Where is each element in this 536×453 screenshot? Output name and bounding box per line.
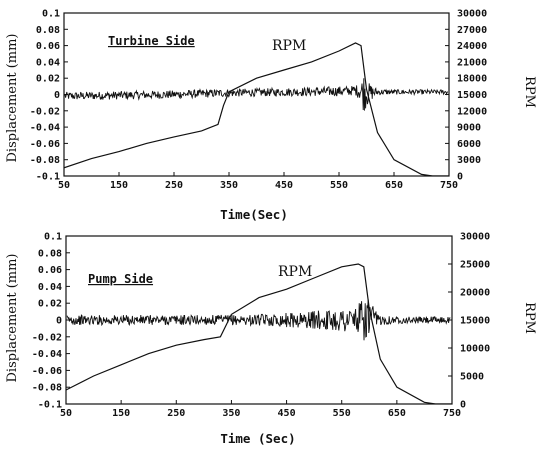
x-axis-label: Time (Sec): [220, 431, 295, 446]
y-axis-label: Displacement (mm): [5, 33, 20, 162]
y2-tick-label: 15000: [457, 90, 487, 101]
y2-tick-label: 21000: [457, 57, 487, 68]
y-tick-label: 0.08: [38, 248, 62, 259]
y2-tick-label: 18000: [457, 74, 487, 85]
x-tick-label: 350: [222, 408, 240, 419]
chart-title: Pump Side: [88, 272, 153, 286]
x-tick-label: 150: [112, 408, 130, 419]
displacement-series: [64, 78, 449, 111]
y-tick-label: -0.06: [32, 366, 62, 377]
y-tick-label: 0.06: [38, 265, 62, 276]
y2-tick-label: 30000: [460, 232, 490, 243]
y2-tick-label: 27000: [457, 25, 487, 36]
y2-axis-label: RPM: [522, 302, 536, 334]
y2-tick-label: 6000: [457, 139, 481, 150]
x-tick-label: 550: [333, 408, 351, 419]
rpm-series: [66, 263, 452, 404]
y-tick-label: 0.1: [42, 9, 60, 20]
y-tick-label: 0.02: [36, 74, 60, 85]
y-tick-label: -0.08: [30, 155, 60, 166]
rpm-annotation: RPM: [272, 38, 306, 54]
y-tick-label: -0.02: [30, 106, 60, 117]
y-tick-label: 0.04: [38, 282, 62, 293]
y-tick-label: 0.04: [36, 57, 60, 68]
x-tick-label: 250: [165, 180, 183, 191]
y-tick-label: 0: [54, 90, 60, 101]
y2-tick-label: 30000: [457, 9, 487, 20]
rpm-series: [64, 42, 449, 176]
y-axis-label: Displacement (mm): [5, 253, 20, 382]
y2-tick-label: 0: [457, 172, 463, 183]
y-tick-label: -0.02: [32, 332, 62, 343]
y-tick-label: 0.08: [36, 25, 60, 36]
y2-tick-label: 25000: [460, 260, 490, 271]
x-tick-label: 50: [60, 408, 72, 419]
y-tick-label: -0.06: [30, 139, 60, 150]
y2-tick-label: 15000: [460, 316, 490, 327]
y-tick-label: 0.06: [36, 41, 60, 52]
y2-tick-label: 0: [460, 400, 466, 411]
x-tick-label: 50: [58, 180, 70, 191]
y-tick-label: 0.1: [44, 232, 62, 243]
y-tick-label: -0.08: [32, 383, 62, 394]
y2-tick-label: 9000: [457, 123, 481, 134]
y-tick-label: 0: [56, 316, 62, 327]
y-tick-label: -0.04: [32, 349, 62, 360]
x-tick-label: 650: [388, 408, 406, 419]
x-tick-label: 150: [110, 180, 128, 191]
rpm-annotation: RPM: [278, 264, 312, 280]
chart-turbine-side: Turbine Side RPM Time(Sec) Displacement …: [5, 9, 536, 223]
x-tick-label: 750: [440, 180, 458, 191]
y2-tick-label: 12000: [457, 106, 487, 117]
y2-axis-label: RPM: [522, 76, 536, 108]
x-tick-label: 250: [167, 408, 185, 419]
y-tick-label: -0.1: [38, 400, 62, 411]
y2-tick-label: 3000: [457, 155, 481, 166]
y-tick-label: -0.04: [30, 123, 60, 134]
y2-tick-label: 10000: [460, 344, 490, 355]
x-tick-label: 450: [278, 408, 296, 419]
y-tick-label: 0.02: [38, 299, 62, 310]
displacement-series: [66, 299, 451, 341]
x-tick-label: 650: [385, 180, 403, 191]
y-tick-label: -0.1: [36, 172, 60, 183]
x-tick-label: 450: [275, 180, 293, 191]
y2-tick-label: 20000: [460, 288, 490, 299]
chart-title: Turbine Side: [108, 34, 195, 48]
x-tick-label: 750: [443, 408, 461, 419]
x-tick-label: 550: [330, 180, 348, 191]
y2-tick-label: 5000: [460, 372, 484, 383]
y2-tick-label: 24000: [457, 41, 487, 52]
x-tick-label: 350: [220, 180, 238, 191]
x-axis-label: Time(Sec): [220, 207, 288, 222]
chart-pump-side: Pump Side RPM Time (Sec) Displacement (m…: [5, 232, 536, 447]
